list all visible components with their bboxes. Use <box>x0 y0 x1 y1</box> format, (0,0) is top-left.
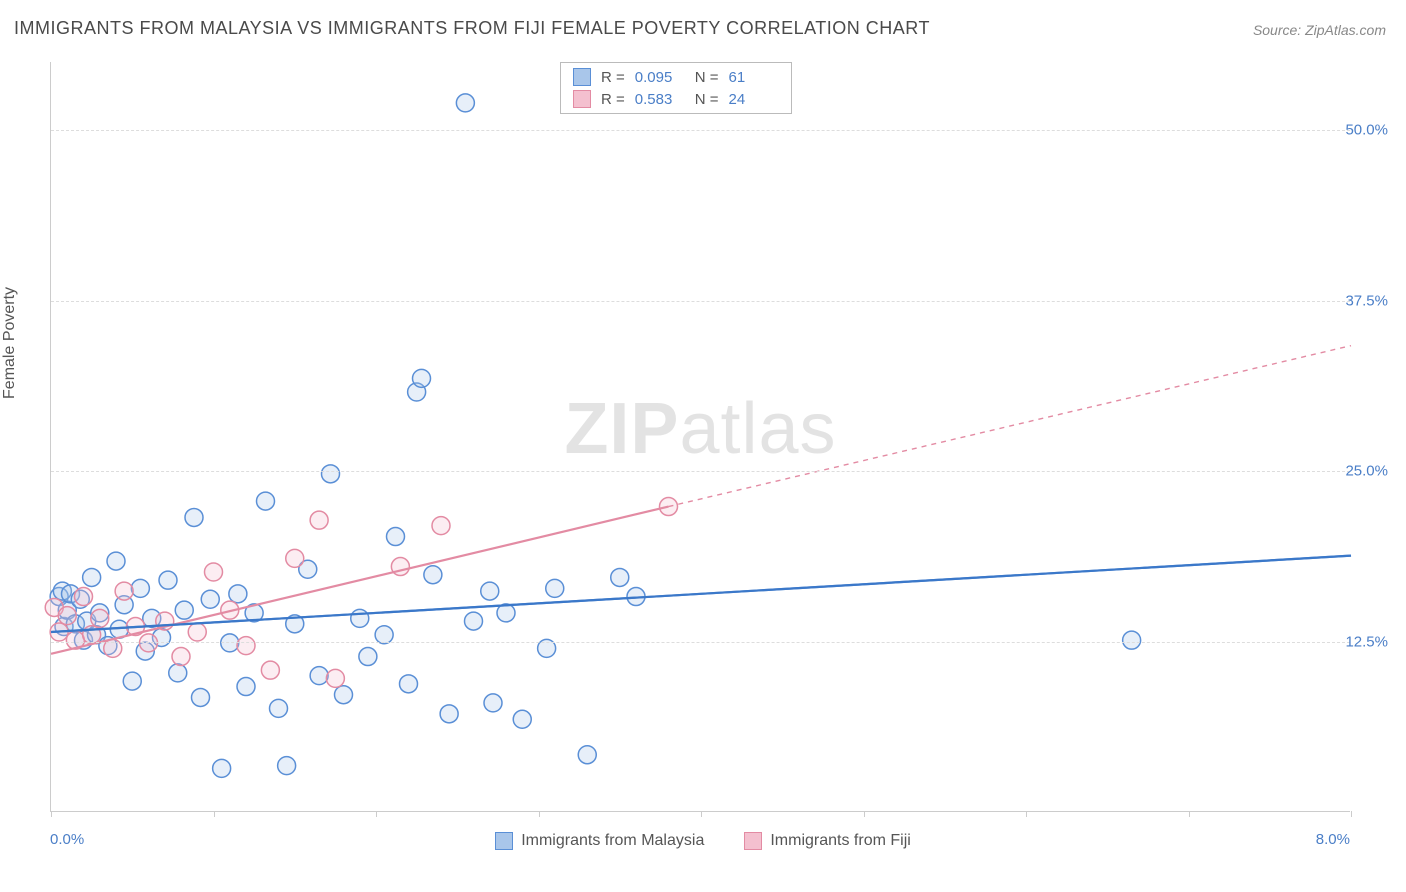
data-point <box>286 549 304 567</box>
data-point <box>278 757 296 775</box>
data-point <box>310 667 328 685</box>
n-label: N = <box>695 91 719 108</box>
data-point <box>237 678 255 696</box>
data-point <box>75 588 93 606</box>
swatch-malaysia <box>573 68 591 86</box>
data-point <box>270 699 288 717</box>
data-point <box>261 661 279 679</box>
source-label: Source: ZipAtlas.com <box>1253 22 1386 38</box>
data-point <box>107 552 125 570</box>
data-point <box>83 568 101 586</box>
data-point <box>326 669 344 687</box>
series-name-malaysia: Immigrants from Malaysia <box>521 832 704 850</box>
data-point <box>432 517 450 535</box>
n-label: N = <box>695 69 719 86</box>
data-point <box>131 579 149 597</box>
data-point <box>1123 631 1141 649</box>
chart-title: IMMIGRANTS FROM MALAYSIA VS IMMIGRANTS F… <box>14 18 930 39</box>
legend-item-malaysia: Immigrants from Malaysia <box>495 832 704 850</box>
data-point <box>237 637 255 655</box>
gridline <box>51 301 1350 302</box>
data-point <box>175 601 193 619</box>
data-point <box>465 612 483 630</box>
y-tick-label: 37.5% <box>1345 292 1388 309</box>
data-point <box>169 664 187 682</box>
chart-area: ZIPatlas <box>50 62 1350 812</box>
r-value-malaysia: 0.095 <box>635 69 685 86</box>
data-point <box>578 746 596 764</box>
data-point <box>229 585 247 603</box>
gridline <box>51 642 1350 643</box>
data-point <box>192 688 210 706</box>
data-point <box>513 710 531 728</box>
data-point <box>456 94 474 112</box>
x-tick-mark <box>1026 811 1027 817</box>
data-point <box>257 492 275 510</box>
swatch-fiji <box>744 832 762 850</box>
x-tick-mark <box>864 811 865 817</box>
swatch-malaysia <box>495 832 513 850</box>
x-tick-mark <box>51 811 52 817</box>
data-point <box>424 566 442 584</box>
y-tick-label: 25.0% <box>1345 463 1388 480</box>
data-point <box>185 508 203 526</box>
x-tick-mark <box>1189 811 1190 817</box>
r-label: R = <box>601 69 625 86</box>
legend-item-fiji: Immigrants from Fiji <box>744 832 910 850</box>
legend-series: Immigrants from Malaysia Immigrants from… <box>0 832 1406 850</box>
swatch-fiji <box>573 90 591 108</box>
data-point <box>123 672 141 690</box>
data-point <box>91 609 109 627</box>
data-point <box>205 563 223 581</box>
data-point <box>159 571 177 589</box>
data-point <box>387 528 405 546</box>
n-value-malaysia: 61 <box>729 69 779 86</box>
data-point <box>58 607 76 625</box>
y-tick-label: 12.5% <box>1345 633 1388 650</box>
data-point <box>611 568 629 586</box>
data-point <box>310 511 328 529</box>
legend-stats: R = 0.095 N = 61 R = 0.583 N = 24 <box>560 62 792 114</box>
data-point <box>481 582 499 600</box>
data-point <box>172 648 190 666</box>
data-point <box>351 609 369 627</box>
data-point <box>359 648 377 666</box>
data-point <box>221 634 239 652</box>
plot-svg <box>51 62 1350 811</box>
data-point <box>335 686 353 704</box>
n-value-fiji: 24 <box>729 91 779 108</box>
r-value-fiji: 0.583 <box>635 91 685 108</box>
data-point <box>115 582 133 600</box>
y-axis-label: Female Poverty <box>1 287 19 399</box>
data-point <box>201 590 219 608</box>
legend-stats-row: R = 0.583 N = 24 <box>561 88 791 110</box>
data-point <box>213 759 231 777</box>
data-point <box>440 705 458 723</box>
r-label: R = <box>601 91 625 108</box>
legend-stats-row: R = 0.095 N = 61 <box>561 66 791 88</box>
y-tick-label: 50.0% <box>1345 122 1388 139</box>
series-name-fiji: Immigrants from Fiji <box>770 832 910 850</box>
x-tick-mark <box>214 811 215 817</box>
data-point <box>413 369 431 387</box>
data-point <box>322 465 340 483</box>
x-tick-mark <box>1351 811 1352 817</box>
trend-line-extrapolated <box>669 346 1352 507</box>
data-point <box>546 579 564 597</box>
data-point <box>140 634 158 652</box>
x-tick-mark <box>539 811 540 817</box>
x-tick-mark <box>376 811 377 817</box>
data-point <box>188 623 206 641</box>
data-point <box>484 694 502 712</box>
x-tick-mark <box>701 811 702 817</box>
data-point <box>400 675 418 693</box>
gridline <box>51 471 1350 472</box>
gridline <box>51 130 1350 131</box>
